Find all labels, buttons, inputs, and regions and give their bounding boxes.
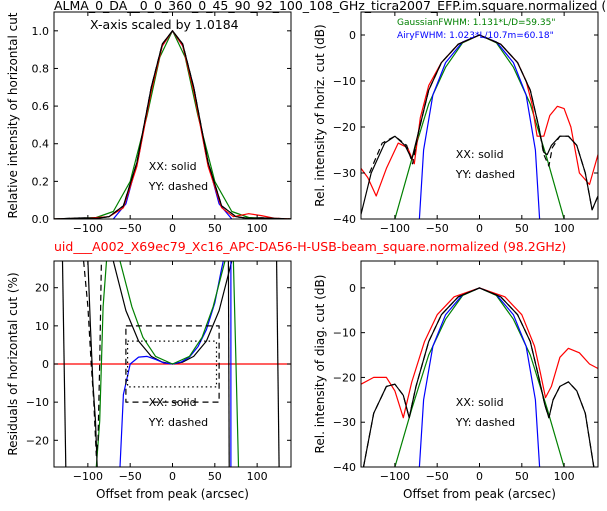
- legend-xx-solid: XX: solid: [456, 396, 504, 409]
- series-line-14: [127, 340, 218, 388]
- x-tick-label: 0: [476, 222, 483, 235]
- y-axis-label: Rel. intensity of horiz. cut (dB): [313, 24, 327, 206]
- x-tick-label: 50: [515, 470, 529, 483]
- x-axis-label: Offset from peak (arcsec): [96, 487, 249, 501]
- y-tick-label: −40: [333, 461, 356, 474]
- axes-frame: [360, 260, 599, 468]
- y-axis-label: Relative intensity of horizontal cut: [6, 12, 20, 218]
- x-tick-label: −50: [426, 470, 449, 483]
- x-tick-label: −100: [380, 470, 410, 483]
- x-tick-label: 50: [208, 470, 222, 483]
- x-tick-label: −50: [426, 222, 449, 235]
- series-line-12: [83, 261, 102, 457]
- y-tick-label: −30: [333, 167, 356, 180]
- series-line-3: [361, 287, 598, 419]
- figure-title-top: ALMA_0_DA__0_0_360_0_45_90_92_100_108_GH…: [54, 0, 606, 13]
- x-tick-label: 100: [247, 222, 268, 235]
- series-line-5: [368, 34, 598, 211]
- subplot-tl: −100 −50 0 50 100 0.0 0.2 0.4 0.6 0.8 1.0 Relative …: [6, 11, 292, 235]
- x-axis-label: Offset from peak (arcsec): [403, 487, 556, 501]
- series-line-4: [95, 261, 108, 467]
- legend-yy-dashed: YY: dashed: [148, 180, 208, 193]
- legend-xx-solid: XX: solid: [456, 148, 504, 161]
- y-tick-label: −10: [333, 327, 356, 340]
- y-tick-label: −10: [333, 75, 356, 88]
- x-tick-label: 0: [169, 470, 176, 483]
- series-line-5: [362, 287, 595, 467]
- y-tick-label: −30: [333, 416, 356, 429]
- y-tick-label: −20: [333, 371, 356, 384]
- y-tick-label: −20: [26, 434, 49, 447]
- series-line-11: [276, 261, 280, 467]
- y-tick-label: 20: [35, 282, 49, 295]
- series-line-4: [362, 287, 595, 467]
- x-tick-label: 50: [208, 222, 222, 235]
- series-line-4: [361, 34, 598, 215]
- series-line-10: [227, 261, 230, 467]
- y-tick-label: 0.8: [32, 62, 50, 75]
- y-tick-label: 0.2: [32, 175, 50, 188]
- x-tick-label: 50: [515, 222, 529, 235]
- series-line-8: [61, 261, 67, 467]
- legend-yy-dashed: YY: dashed: [455, 416, 515, 429]
- y-tick-label: −20: [333, 121, 356, 134]
- x-tick-label: −100: [380, 222, 410, 235]
- y-tick-label: 0.4: [32, 138, 50, 151]
- y-tick-label: 10: [35, 320, 49, 333]
- series-line-6: [232, 261, 240, 467]
- x-tick-label: −100: [73, 470, 103, 483]
- x-tick-label: 0: [476, 470, 483, 483]
- x-axis-scale-note: X-axis scaled by 1.0184: [90, 17, 239, 32]
- y-tick-label: 0: [349, 282, 356, 295]
- figure-title-mid: uid___A002_X69ec79_Xc16_APC-DA56-H-USB-b…: [54, 239, 566, 254]
- legend-yy-dashed: YY: dashed: [148, 416, 208, 429]
- legend-xx-solid: XX: solid: [149, 396, 197, 409]
- y-tick-label: 1.0: [32, 25, 50, 38]
- y-tick-label: 0.0: [32, 213, 50, 226]
- series-line-2: [418, 34, 541, 219]
- series-line-5: [119, 261, 226, 365]
- series-line-2: [112, 261, 233, 365]
- y-tick-label: 0: [349, 29, 356, 42]
- x-tick-label: 0: [169, 222, 176, 235]
- series-line-13: [125, 325, 220, 403]
- x-tick-label: 100: [554, 222, 575, 235]
- x-tick-label: −50: [119, 470, 142, 483]
- y-tick-label: −40: [333, 213, 356, 226]
- y-axis-label: Residuals of horizontal cut (%): [6, 272, 20, 455]
- legend-yy-dashed: YY: dashed: [455, 168, 515, 181]
- x-tick-label: 100: [247, 470, 268, 483]
- airy-fwhm-label: AiryFWHM: 1.023*L/10.7m=60.18": [397, 31, 554, 41]
- series-line-5: [54, 30, 291, 219]
- x-tick-label: −50: [119, 222, 142, 235]
- legend-xx-solid: XX: solid: [149, 160, 197, 173]
- y-tick-label: 0.6: [32, 100, 50, 113]
- axes-frame: [360, 11, 599, 220]
- x-tick-label: 100: [554, 470, 575, 483]
- gaussian-fwhm-label: GaussianFWHM: 1.131*L/D=59.35": [397, 18, 555, 28]
- y-axis-label: Rel. intensity of diag. cut (dB): [313, 275, 327, 454]
- y-tick-label: −10: [26, 396, 49, 409]
- x-tick-label: −100: [73, 222, 103, 235]
- y-tick-label: 0: [42, 358, 49, 371]
